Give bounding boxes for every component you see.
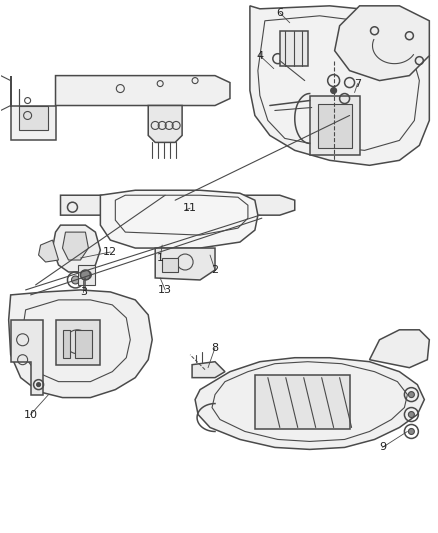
Polygon shape	[56, 320, 100, 365]
Polygon shape	[195, 358, 424, 449]
Text: 7: 7	[354, 78, 361, 88]
Text: 3: 3	[80, 287, 87, 297]
Polygon shape	[39, 240, 59, 262]
Polygon shape	[11, 320, 42, 394]
Text: 4: 4	[256, 51, 263, 61]
Text: 1: 1	[157, 253, 164, 263]
Polygon shape	[318, 103, 352, 148]
Circle shape	[71, 276, 79, 284]
Polygon shape	[162, 258, 178, 272]
Polygon shape	[56, 76, 230, 106]
Text: 9: 9	[379, 442, 386, 453]
Text: 6: 6	[276, 8, 283, 18]
Polygon shape	[63, 232, 88, 260]
Polygon shape	[11, 76, 56, 140]
Polygon shape	[250, 6, 429, 165]
Text: 8: 8	[212, 343, 219, 353]
Polygon shape	[155, 248, 215, 280]
Circle shape	[81, 270, 90, 280]
Text: 2: 2	[212, 265, 219, 275]
Polygon shape	[335, 6, 429, 80]
Polygon shape	[100, 190, 258, 248]
Circle shape	[37, 383, 41, 386]
Polygon shape	[148, 106, 182, 142]
Polygon shape	[280, 31, 308, 66]
Polygon shape	[255, 375, 350, 430]
Text: 11: 11	[183, 203, 197, 213]
Circle shape	[408, 392, 414, 398]
Polygon shape	[370, 330, 429, 368]
Polygon shape	[64, 330, 71, 358]
Polygon shape	[75, 330, 92, 358]
Polygon shape	[60, 195, 295, 215]
Text: 10: 10	[24, 409, 38, 419]
Circle shape	[408, 429, 414, 434]
Circle shape	[331, 87, 337, 94]
Polygon shape	[9, 290, 152, 398]
Polygon shape	[19, 88, 48, 131]
Text: 13: 13	[158, 285, 172, 295]
Polygon shape	[192, 362, 225, 378]
Polygon shape	[78, 265, 95, 285]
Polygon shape	[310, 95, 360, 155]
Text: 12: 12	[103, 247, 117, 257]
Polygon shape	[53, 225, 100, 272]
Circle shape	[408, 411, 414, 417]
